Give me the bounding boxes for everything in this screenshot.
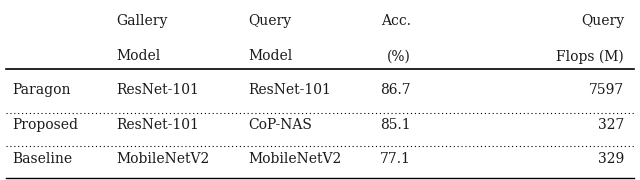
Text: Model: Model — [248, 50, 292, 63]
Text: Model: Model — [116, 50, 161, 63]
Text: ResNet-101: ResNet-101 — [248, 83, 331, 97]
Text: 327: 327 — [598, 118, 624, 132]
Text: 77.1: 77.1 — [380, 152, 411, 166]
Text: ResNet-101: ResNet-101 — [116, 83, 199, 97]
Text: Gallery: Gallery — [116, 14, 168, 28]
Text: 86.7: 86.7 — [380, 83, 411, 97]
Text: CᴏP-NAS: CᴏP-NAS — [248, 118, 312, 132]
Text: Paragon: Paragon — [13, 83, 71, 97]
Text: Query: Query — [581, 14, 624, 28]
Text: Proposed: Proposed — [13, 118, 79, 132]
Text: ResNet-101: ResNet-101 — [116, 118, 199, 132]
Text: Baseline: Baseline — [13, 152, 73, 166]
Text: 7597: 7597 — [589, 83, 624, 97]
Text: (%): (%) — [387, 50, 411, 63]
Text: 85.1: 85.1 — [380, 118, 411, 132]
Text: Query: Query — [248, 14, 291, 28]
Text: Flops (M): Flops (M) — [556, 50, 624, 64]
Text: Acc.: Acc. — [381, 14, 411, 28]
Text: 329: 329 — [598, 152, 624, 166]
Text: MobileNetV2: MobileNetV2 — [248, 152, 341, 166]
Text: MobileNetV2: MobileNetV2 — [116, 152, 209, 166]
